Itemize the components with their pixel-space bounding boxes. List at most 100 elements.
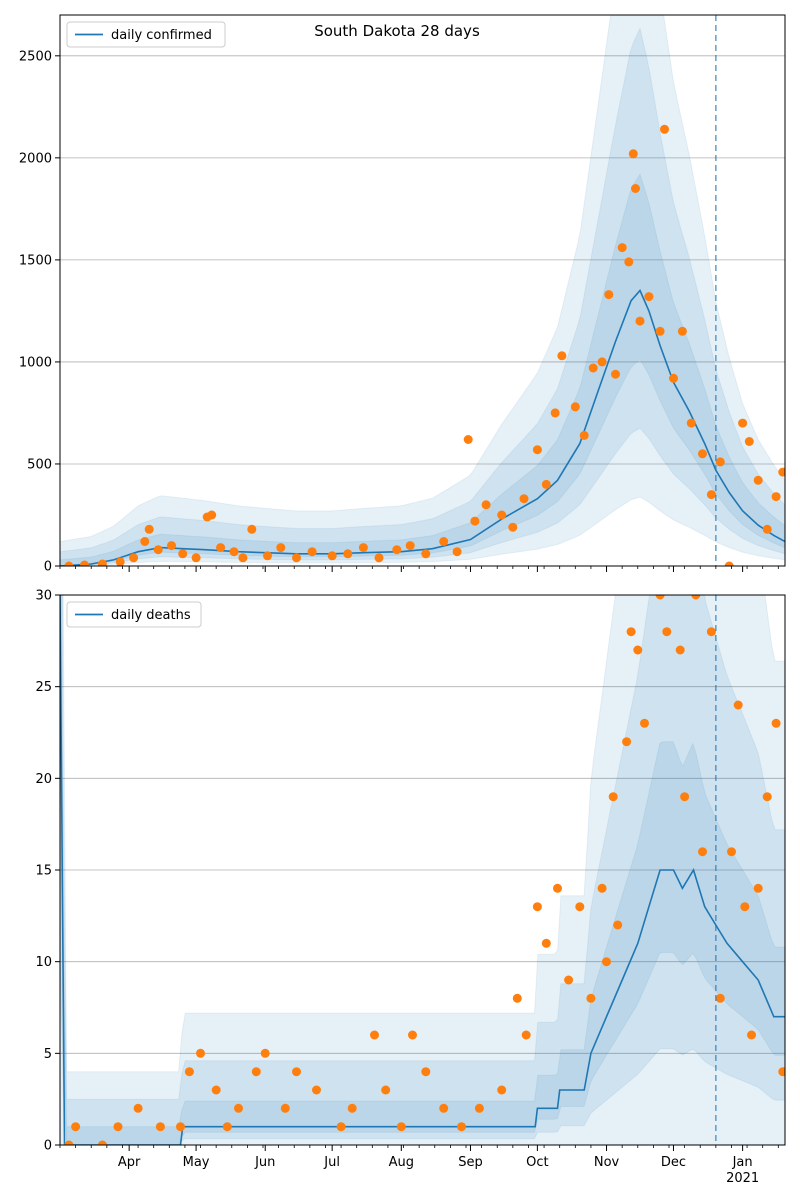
legend-box bbox=[66, 601, 202, 628]
data-point bbox=[691, 595, 701, 600]
data-point bbox=[474, 1103, 484, 1113]
data-point bbox=[470, 516, 480, 526]
data-point bbox=[532, 445, 542, 455]
data-point bbox=[292, 1067, 301, 1077]
data-point bbox=[343, 549, 353, 559]
legend-label: daily deaths bbox=[111, 608, 191, 623]
data-point bbox=[677, 326, 687, 336]
data-point bbox=[452, 547, 462, 557]
uncertainty-band bbox=[60, 595, 785, 1145]
data-point bbox=[698, 847, 707, 857]
data-point bbox=[408, 1030, 417, 1040]
data-point bbox=[771, 718, 781, 728]
data-point bbox=[579, 430, 589, 440]
data-point bbox=[715, 993, 725, 1003]
data-point bbox=[608, 792, 618, 802]
data-point bbox=[622, 737, 632, 747]
y-tick-label: 1000 bbox=[19, 355, 52, 370]
data-point bbox=[211, 1085, 221, 1095]
data-point bbox=[97, 559, 107, 566]
data-point bbox=[133, 1103, 143, 1113]
data-point bbox=[336, 1122, 346, 1132]
data-point bbox=[550, 408, 560, 418]
data-point bbox=[753, 883, 763, 893]
data-point bbox=[358, 543, 368, 553]
x-tick-label: May bbox=[183, 1155, 210, 1170]
data-point bbox=[97, 1140, 107, 1145]
legend-label: daily confirmed bbox=[111, 28, 212, 43]
uncertainty-band bbox=[60, 15, 785, 566]
data-point bbox=[129, 553, 139, 563]
data-point bbox=[176, 1122, 185, 1132]
chart-title: South Dakota 28 days bbox=[314, 22, 480, 40]
data-point bbox=[762, 792, 772, 802]
data-point bbox=[439, 537, 449, 546]
data-point bbox=[644, 292, 654, 302]
panel-daily-deaths: 0 5 10 15 20 25 30 Apr May Jun Jul Aug Sep Oct Nov Dec J… bbox=[35, 589, 786, 1186]
data-point bbox=[113, 1122, 123, 1132]
data-point bbox=[753, 475, 763, 485]
data-point bbox=[602, 957, 611, 967]
data-point bbox=[778, 467, 785, 477]
data-point bbox=[575, 902, 585, 912]
x-tick-label: Jun bbox=[254, 1155, 275, 1170]
data-point bbox=[521, 1030, 531, 1040]
data-point bbox=[327, 551, 337, 561]
x-tick-label: Nov bbox=[594, 1155, 620, 1170]
data-point bbox=[633, 645, 643, 655]
data-point bbox=[586, 993, 596, 1003]
legend: daily deaths bbox=[66, 601, 202, 628]
data-point bbox=[263, 551, 272, 561]
series-line-confirmed bbox=[60, 289, 785, 566]
data-point bbox=[778, 1067, 785, 1077]
x-tick-label: Oct bbox=[526, 1155, 548, 1170]
data-point bbox=[635, 316, 645, 326]
data-point bbox=[724, 561, 734, 566]
data-point bbox=[312, 1085, 321, 1095]
data-point bbox=[597, 883, 607, 893]
data-point bbox=[715, 457, 725, 467]
data-point bbox=[178, 549, 188, 559]
data-point bbox=[392, 545, 402, 555]
uncertainty-band bbox=[60, 595, 785, 1145]
data-point bbox=[532, 902, 542, 912]
y-tick-label: 500 bbox=[27, 457, 52, 472]
y-tick-label: 1500 bbox=[19, 253, 52, 268]
data-point bbox=[660, 124, 669, 134]
data-point bbox=[396, 1122, 406, 1132]
data-point bbox=[771, 492, 781, 502]
data-point bbox=[740, 902, 750, 912]
data-point bbox=[626, 627, 636, 637]
data-point bbox=[405, 541, 415, 551]
data-point bbox=[140, 537, 150, 546]
data-point bbox=[655, 595, 665, 600]
data-point bbox=[222, 1122, 232, 1132]
panel-daily-confirmed: 0 500 1000 1500 2000 2500 daily confirmed bbox=[19, 14, 786, 575]
x-tick-label: Jan bbox=[732, 1155, 753, 1170]
data-point bbox=[370, 1030, 379, 1040]
y-tick-label: 15 bbox=[35, 864, 52, 879]
data-point bbox=[229, 547, 239, 557]
data-point bbox=[738, 418, 748, 428]
data-point bbox=[706, 627, 716, 637]
series-line-deaths bbox=[60, 595, 785, 1145]
x-tick-label: Sep bbox=[458, 1155, 483, 1170]
legend: daily confirmed bbox=[66, 21, 226, 48]
x-tick-label: Apr bbox=[118, 1155, 141, 1170]
data-point bbox=[686, 418, 696, 428]
y-tick-label: 10 bbox=[35, 955, 52, 970]
axes-frame bbox=[59, 14, 786, 567]
data-point bbox=[733, 700, 743, 710]
data-point bbox=[557, 351, 567, 361]
data-point bbox=[64, 561, 74, 566]
data-point bbox=[381, 1085, 391, 1095]
data-point bbox=[655, 326, 665, 336]
data-point bbox=[541, 479, 551, 489]
y-tick-label: 0 bbox=[44, 560, 52, 575]
data-point bbox=[628, 149, 638, 159]
data-point bbox=[497, 510, 507, 520]
data-point bbox=[481, 500, 491, 510]
data-point bbox=[115, 557, 125, 566]
data-point bbox=[512, 993, 522, 1003]
